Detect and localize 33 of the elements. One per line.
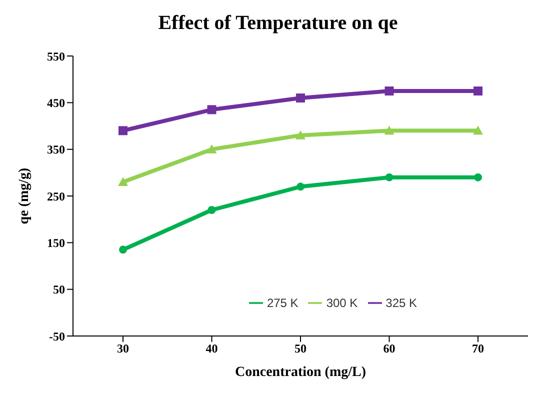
chart-title: Effect of Temperature on qe [157, 11, 399, 36]
point [119, 246, 127, 254]
point [206, 144, 217, 154]
point [118, 126, 128, 136]
point [208, 206, 216, 214]
point [296, 94, 305, 102]
x-tick-label: 60 [383, 342, 396, 356]
point [384, 86, 394, 96]
point [474, 86, 482, 96]
x-axis-title: Concentration (mg/L) [234, 365, 366, 380]
point [385, 173, 394, 182]
y-tick-label: 250 [47, 189, 65, 204]
y-tick-label: 350 [47, 142, 65, 157]
point [296, 130, 306, 140]
x-tick-label: 30 [117, 342, 129, 356]
point [296, 182, 304, 191]
point [473, 126, 483, 135]
point [384, 126, 394, 135]
y-tick-label: 50 [53, 282, 65, 297]
x-tick-label: 50 [294, 342, 306, 356]
point [207, 105, 216, 114]
legend-label: 300 K [326, 296, 358, 310]
y-tick-label: -50 [49, 329, 65, 344]
y-tick-label: 150 [47, 236, 65, 250]
x-tick-label: 70 [472, 342, 484, 356]
y-tick-label: 550 [47, 49, 65, 64]
x-tick-label: 40 [206, 342, 218, 356]
y-tick-label: 450 [47, 96, 65, 110]
point [474, 173, 482, 182]
legend-label: 325 K [386, 296, 418, 310]
point [118, 177, 128, 186]
legend-label: 275 K [266, 296, 298, 310]
y-axis-title: qe (mg/g) [16, 167, 32, 224]
